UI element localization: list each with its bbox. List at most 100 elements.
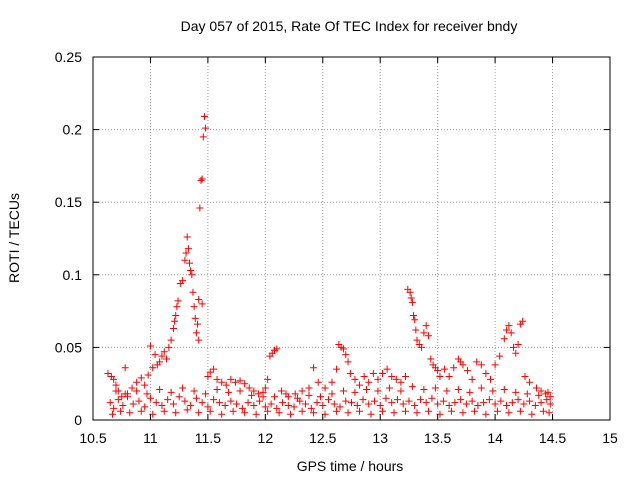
data-point bbox=[236, 377, 244, 385]
data-point bbox=[192, 329, 200, 337]
data-point bbox=[546, 393, 554, 401]
data-point bbox=[422, 399, 430, 407]
data-point bbox=[376, 401, 384, 409]
data-point bbox=[106, 399, 114, 407]
data-point bbox=[473, 358, 481, 366]
data-point bbox=[313, 399, 321, 407]
data-point bbox=[141, 403, 149, 411]
data-point bbox=[416, 396, 424, 404]
data-point bbox=[250, 387, 258, 395]
data-point bbox=[169, 400, 177, 408]
data-point bbox=[459, 409, 467, 417]
data-point bbox=[110, 375, 118, 383]
data-point bbox=[222, 381, 230, 389]
data-point bbox=[399, 400, 407, 408]
y-tick-label: 0 bbox=[74, 412, 82, 428]
data-point bbox=[104, 370, 112, 378]
data-point bbox=[512, 388, 520, 396]
data-point bbox=[129, 400, 137, 408]
data-point bbox=[514, 340, 522, 348]
data-point bbox=[119, 401, 127, 409]
data-point bbox=[408, 298, 416, 306]
data-point bbox=[172, 409, 180, 417]
y-tick-label: 0.1 bbox=[63, 267, 83, 283]
data-point bbox=[374, 375, 382, 383]
x-tick-label: 11.5 bbox=[195, 430, 221, 446]
data-point bbox=[183, 233, 191, 241]
data-point bbox=[342, 351, 350, 359]
data-point bbox=[171, 317, 179, 325]
data-point bbox=[408, 383, 416, 391]
y-tick-label: 0.25 bbox=[55, 49, 82, 65]
data-points bbox=[104, 113, 554, 418]
data-point bbox=[194, 320, 202, 328]
data-point bbox=[144, 371, 152, 379]
data-point bbox=[503, 326, 511, 334]
data-point bbox=[236, 387, 244, 395]
data-point bbox=[427, 355, 435, 363]
data-point bbox=[406, 288, 414, 296]
axis-ticks: 10.5 11 11.5 12 12.5 13 13.5 14 14.5 15 0 0.05 0.1 0.… bbox=[55, 49, 618, 446]
data-point bbox=[192, 394, 200, 402]
chart-title: Day 057 of 2015, Rate Of TEC Index for r… bbox=[181, 18, 518, 34]
data-point bbox=[336, 403, 344, 411]
data-point bbox=[250, 401, 258, 409]
data-point bbox=[174, 297, 182, 305]
data-point bbox=[210, 365, 218, 373]
data-point bbox=[195, 295, 203, 303]
data-point bbox=[310, 409, 318, 417]
data-point bbox=[520, 400, 528, 408]
data-point bbox=[505, 409, 513, 417]
x-tick-label: 13 bbox=[372, 430, 388, 446]
data-point bbox=[110, 404, 118, 412]
data-point bbox=[344, 409, 352, 417]
data-point bbox=[199, 133, 207, 141]
data-point bbox=[117, 407, 125, 415]
data-point bbox=[512, 349, 520, 357]
data-point bbox=[466, 388, 474, 396]
data-point bbox=[164, 396, 172, 404]
data-point bbox=[284, 401, 292, 409]
data-point bbox=[532, 384, 540, 392]
data-point bbox=[179, 384, 187, 392]
data-point bbox=[351, 388, 359, 396]
data-point bbox=[233, 400, 241, 408]
data-point bbox=[546, 400, 554, 408]
data-point bbox=[325, 396, 333, 404]
data-point bbox=[290, 403, 298, 411]
data-point bbox=[141, 381, 149, 389]
data-point bbox=[149, 364, 157, 372]
data-point bbox=[172, 311, 180, 319]
data-point bbox=[314, 378, 322, 386]
data-point bbox=[190, 303, 198, 311]
data-point bbox=[165, 343, 173, 351]
data-point bbox=[434, 400, 442, 408]
data-point bbox=[279, 399, 287, 407]
data-point bbox=[407, 294, 415, 302]
data-point bbox=[353, 401, 361, 409]
data-point bbox=[191, 314, 199, 322]
data-point bbox=[545, 409, 553, 417]
data-point bbox=[264, 407, 272, 415]
data-point bbox=[238, 404, 246, 412]
data-point bbox=[121, 364, 129, 372]
data-point bbox=[156, 386, 164, 394]
data-point bbox=[383, 365, 391, 373]
data-point bbox=[493, 407, 501, 415]
data-point bbox=[160, 348, 168, 356]
data-point bbox=[382, 394, 390, 402]
data-point bbox=[424, 407, 432, 415]
data-point bbox=[245, 384, 253, 392]
data-point bbox=[445, 372, 453, 380]
data-point bbox=[385, 384, 393, 392]
data-point bbox=[505, 322, 513, 330]
data-point bbox=[365, 378, 373, 386]
data-point bbox=[213, 386, 221, 394]
data-point bbox=[215, 399, 223, 407]
data-point bbox=[109, 410, 117, 418]
data-point bbox=[112, 387, 120, 395]
data-point bbox=[445, 401, 453, 409]
data-point bbox=[254, 390, 262, 398]
data-point bbox=[447, 407, 455, 415]
